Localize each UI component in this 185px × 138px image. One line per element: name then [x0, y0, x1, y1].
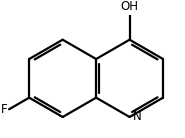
Text: F: F: [1, 103, 7, 116]
Text: N: N: [133, 111, 141, 124]
Text: OH: OH: [121, 0, 139, 13]
